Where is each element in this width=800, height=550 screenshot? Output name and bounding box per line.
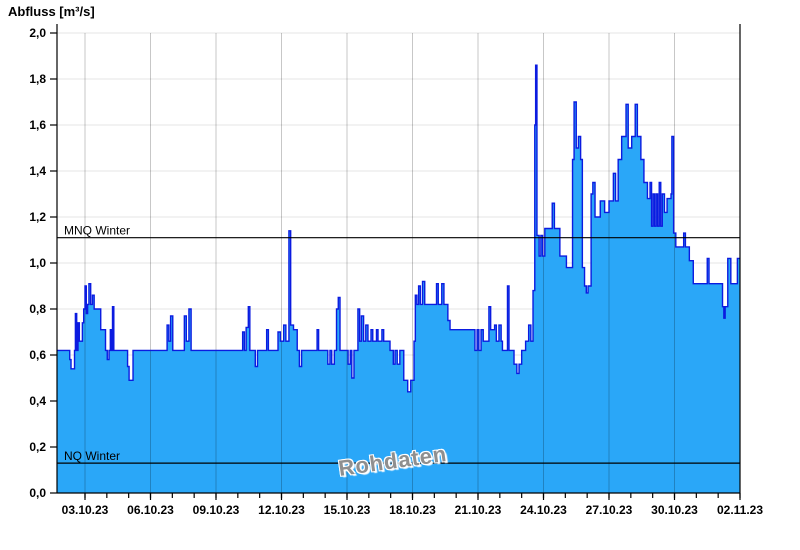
reference-line-label: NQ Winter	[64, 449, 120, 463]
y-tick-label: 2,0	[29, 26, 46, 40]
y-tick-label: 1,0	[29, 256, 46, 270]
y-tick-label: 1,8	[29, 72, 46, 86]
x-tick-label: 12.10.23	[258, 503, 305, 517]
y-tick-label: 0,6	[29, 348, 46, 362]
chart-title: Abfluss [m³/s]	[8, 4, 95, 19]
reference-line-label: MNQ Winter	[64, 224, 130, 238]
y-tick-label: 1,6	[29, 118, 46, 132]
x-tick-label: 30.10.23	[651, 503, 698, 517]
x-tick-label: 03.10.23	[62, 503, 109, 517]
vertical-gridlines	[84, 33, 675, 493]
y-tick-labels: 0,0 0,2 0,4 0,6 0,8 1,0 1,2 1,4 1,6 1,8 2,0	[29, 26, 57, 500]
x-tick-label: 06.10.23	[127, 503, 174, 517]
discharge-line	[57, 64, 740, 393]
x-tick-label: 24.10.23	[520, 503, 567, 517]
y-tick-label: 1,4	[29, 164, 46, 178]
x-tick-label: 02.11.23	[717, 503, 763, 517]
y-tick-label: 1,2	[29, 210, 46, 224]
discharge-area	[57, 65, 741, 493]
y-tick-label: 0,8	[29, 302, 46, 316]
x-tick-label: 21.10.23	[455, 503, 502, 517]
y-tick-label: 0,0	[29, 486, 46, 500]
x-tick-label: 15.10.23	[324, 503, 371, 517]
x-tick-label: 18.10.23	[389, 503, 436, 517]
axes	[56, 24, 741, 494]
x-tick-labels: 03.10.23 06.10.23 09.10.23 12.10.23 15.10.23…	[62, 493, 763, 517]
reference-line-nq-winter: NQ Winter	[57, 449, 740, 464]
y-tick-label: 0,4	[29, 394, 46, 408]
x-tick-label: 09.10.23	[193, 503, 240, 517]
x-tick-label: 27.10.23	[586, 503, 633, 517]
y-tick-label: 0,2	[29, 440, 46, 454]
reference-line-mnq-winter: MNQ Winter	[57, 224, 740, 239]
